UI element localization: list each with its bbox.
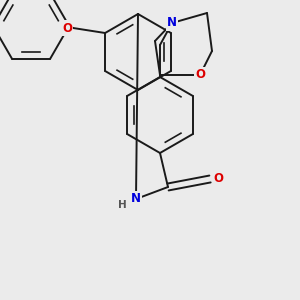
Text: O: O (62, 22, 72, 34)
Text: N: N (167, 16, 177, 29)
Text: O: O (213, 172, 223, 185)
Text: N: N (131, 193, 141, 206)
Text: H: H (118, 200, 126, 210)
Text: O: O (195, 68, 205, 82)
